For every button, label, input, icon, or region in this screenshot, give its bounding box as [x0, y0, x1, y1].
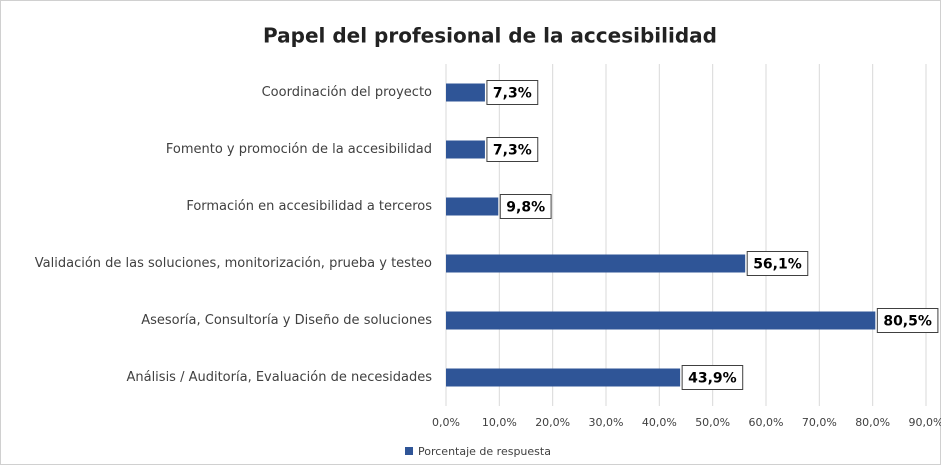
data-label-box [486, 80, 539, 105]
x-tick-label: 50,0% [695, 416, 730, 429]
data-label: 80,5% [883, 314, 932, 330]
y-tick-label: Asesoría, Consultoría y Diseño de soluci… [141, 313, 432, 328]
legend-label: Porcentaje de respuesta [418, 445, 551, 458]
x-tick-label: 80,0% [855, 416, 890, 429]
data-label-box [681, 365, 744, 390]
data-label: 9,8% [506, 200, 545, 216]
y-tick-label: Validación de las soluciones, monitoriza… [35, 256, 432, 271]
bar [446, 368, 681, 387]
x-tick-label: 20,0% [535, 416, 570, 429]
data-label-box [746, 251, 809, 276]
x-tick-label: 0,0% [432, 416, 460, 429]
bar [446, 311, 876, 330]
data-label-box [486, 137, 539, 162]
data-label: 56,1% [753, 257, 802, 273]
bar [446, 140, 485, 159]
legend-swatch [405, 447, 413, 455]
bar [446, 83, 485, 102]
data-label-box [499, 194, 552, 219]
data-label: 43,9% [688, 371, 737, 387]
x-tick-label: 30,0% [589, 416, 624, 429]
x-tick-label: 60,0% [749, 416, 784, 429]
y-tick-label: Coordinación del proyecto [262, 85, 432, 100]
bar [446, 254, 746, 273]
y-tick-label: Fomento y promoción de la accesibilidad [166, 142, 432, 157]
chart-title: Papel del profesional de la accesibilida… [263, 24, 717, 48]
x-tick-label: 70,0% [802, 416, 837, 429]
y-tick-label: Análisis / Auditoría, Evaluación de nece… [126, 370, 432, 385]
data-label: 7,3% [493, 143, 532, 159]
bar [446, 197, 499, 216]
data-label: 7,3% [493, 86, 532, 102]
x-tick-label: 10,0% [482, 416, 517, 429]
data-label-box [876, 308, 939, 333]
y-tick-label: Formación en accesibilidad a terceros [186, 199, 432, 214]
x-tick-label: 40,0% [642, 416, 677, 429]
x-tick-label: 90,0% [909, 416, 941, 429]
